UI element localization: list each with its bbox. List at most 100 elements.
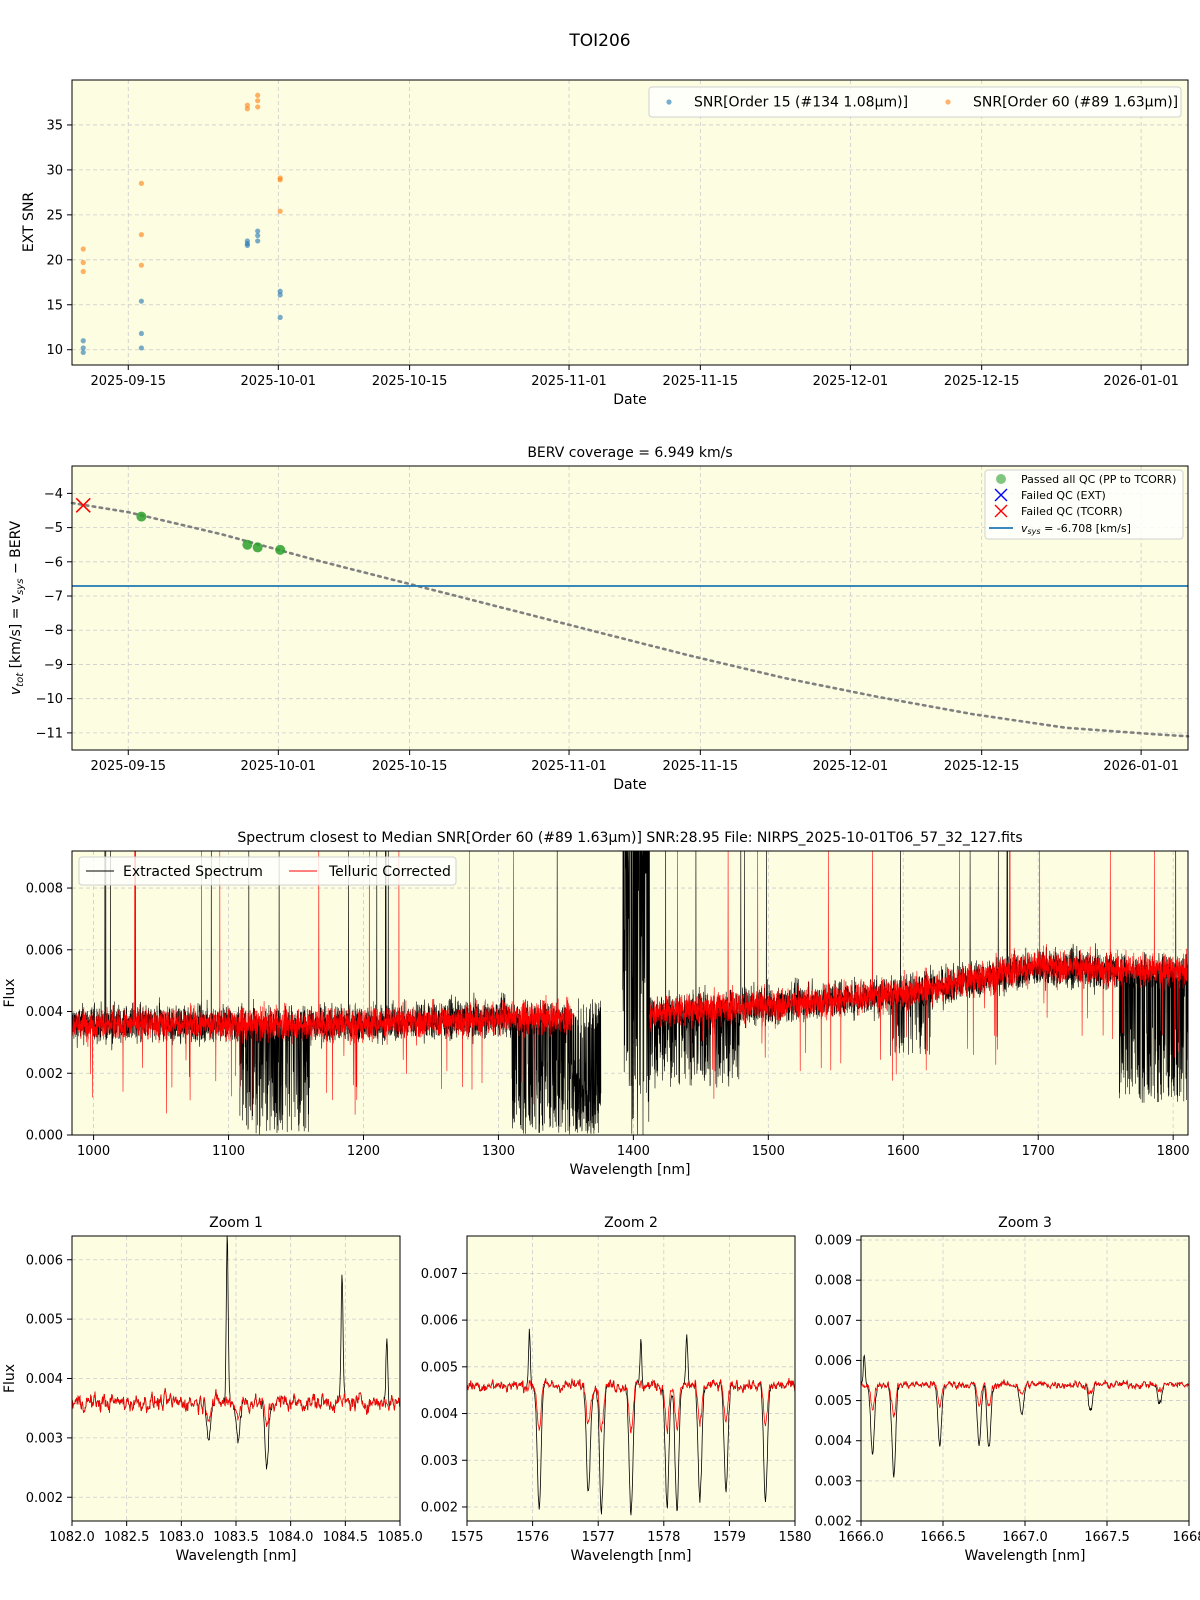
snr-legend: SNR[Order 15 (#134 1.08μm)] SNR[Order 60 … [648, 86, 1182, 118]
zoom2-xtick-label: 1575 [450, 1530, 483, 1545]
snr-xtick-label: 2026-01-01 [1103, 374, 1179, 389]
snr-point [80, 349, 86, 356]
snr-point [255, 238, 261, 244]
spectrum-xtick-label: 1800 [1157, 1144, 1190, 1159]
spectrum-xlabel: Wavelength [nm] [570, 1162, 691, 1178]
snr-point [255, 232, 261, 239]
zoom3-ytick-label: 0.004 [815, 1434, 852, 1449]
snr-point [244, 102, 250, 108]
zoom3-xlabel: Wavelength [nm] [965, 1548, 1086, 1564]
berv-ytick-label: −4 [44, 487, 63, 502]
zoom3-ytick-label: 0.005 [815, 1394, 852, 1409]
zoom1-lines [72, 1236, 400, 1470]
snr-point [80, 246, 86, 252]
berv-xtick-label: 2025-10-15 [372, 759, 448, 774]
snr-point [255, 98, 261, 104]
snr-ytick-label: 20 [46, 253, 63, 268]
zoom2-ytick-label: 0.007 [421, 1267, 458, 1282]
zoom1-ytick-label: 0.003 [26, 1431, 63, 1446]
snr-point [138, 262, 144, 268]
legend-vsys-part: = -6.708 [km/s] [1041, 522, 1131, 535]
zoom3-ytick-label: 0.006 [815, 1354, 852, 1369]
spectrum-ytick-label: 0.000 [26, 1129, 63, 1144]
snr-legend-label: SNR[Order 15 (#134 1.08μm)] [694, 95, 908, 111]
zoom3-tcorr-line [861, 1379, 1189, 1418]
berv-ytick-label: −9 [44, 658, 63, 673]
zoom3-xtick-label: 1667.5 [1084, 1530, 1130, 1545]
zoom1-ylabel: Flux [2, 1364, 18, 1393]
snr-frame [71, 79, 1189, 366]
failed-tcorr-point [75, 497, 91, 513]
spectrum-title: Spectrum closest to Median SNR[Order 60 … [237, 830, 1022, 846]
zoom3-xtick-label: 1666.0 [838, 1530, 884, 1545]
zoom2-plot-area [467, 1236, 795, 1521]
zoom3-lines [861, 1354, 1189, 1478]
legend-vsys-part: sys [1028, 527, 1041, 536]
zoom3-ytick-label: 0.002 [815, 1515, 852, 1530]
legend-failed-tcorr-marker [994, 504, 1008, 518]
zoom1-ytick-label: 0.004 [26, 1372, 63, 1387]
zoom3-ytick-label: 0.009 [815, 1234, 852, 1249]
berv-legend-box [984, 469, 1184, 540]
zoom2-ytick-label: 0.004 [421, 1407, 458, 1422]
zoom3-ytick-label: 0.003 [815, 1474, 852, 1489]
zoom1-ytick-label: 0.005 [26, 1313, 63, 1328]
snr-legend-marker [666, 99, 672, 105]
zoom2-ytick-label: 0.005 [421, 1360, 458, 1375]
zoom2-xlabel: Wavelength [nm] [571, 1548, 692, 1564]
berv-ytick-label: −6 [44, 555, 63, 570]
zoom1-ytick-label: 0.002 [26, 1491, 63, 1506]
snr-point [80, 259, 86, 266]
legend-passed-marker [996, 474, 1006, 484]
spectrum-ylabel: Flux [2, 978, 18, 1007]
zoom2-xtick-label: 1578 [647, 1530, 680, 1545]
zoom1-title: Zoom 1 [209, 1215, 263, 1231]
passed-point [136, 511, 147, 522]
zoom3-ytick-label: 0.007 [815, 1314, 852, 1329]
snr-panel: 2025-09-15 2025-10-01 2025-10-15 2025-11-01… [21, 79, 1189, 408]
spectrum-panel: 1000 1100 1200 1300 1400 1500 1600 1700 1800 0.00… [2, 830, 1190, 1178]
zoom3-xtick-label: 1667.0 [1002, 1530, 1048, 1545]
snr-point [138, 232, 144, 238]
berv-panel: 2025-09-15 2025-10-01 2025-10-15 2025-11-01… [8, 445, 1190, 793]
berv-xtick-label: 2025-11-15 [663, 759, 739, 774]
zoom1-xtick-label: 1084.0 [268, 1530, 314, 1545]
zoom2-ytick-label: 0.003 [421, 1454, 458, 1469]
snr-ytick-label: 35 [46, 118, 63, 133]
zoom2-xtick-label: 1576 [516, 1530, 549, 1545]
zoom1-panel: 1082.0 1082.5 1083.0 1083.5 1084.0 1084.5 1085… [2, 1215, 423, 1564]
zoom2-lines [467, 1328, 795, 1516]
berv-frame [71, 465, 1189, 751]
berv-xtick-label: 2025-12-15 [944, 759, 1020, 774]
spectrum-xtick-label: 1700 [1022, 1144, 1055, 1159]
snr-point [138, 345, 144, 351]
zoom1-xtick-label: 1083.0 [159, 1530, 205, 1545]
berv-ylabel-part: tot [15, 672, 26, 687]
zoom1-xtick-label: 1085.0 [377, 1530, 423, 1545]
telluric-corrected-line [72, 851, 1188, 1115]
spectrum-xtick-label: 1200 [347, 1144, 380, 1159]
spectrum-ytick-label: 0.004 [26, 1005, 63, 1020]
zoom2-xtick-label: 1577 [582, 1530, 615, 1545]
snr-ytick-label: 10 [46, 343, 63, 358]
snr-xtick-label: 2025-09-15 [90, 374, 166, 389]
snr-point [255, 104, 261, 110]
berv-ytick-label: −10 [36, 692, 63, 707]
spectrum-lines [72, 851, 1188, 1135]
snr-point [255, 92, 261, 98]
zoom2-ytick-label: 0.002 [421, 1500, 458, 1515]
berv-ytick-label: −5 [44, 521, 63, 536]
berv-xlabel: Date [613, 777, 646, 793]
spectrum-frame [71, 850, 1189, 1136]
zoom1-ytick-label: 0.006 [26, 1253, 63, 1268]
snr-point [255, 228, 261, 234]
berv-curve [70, 501, 1190, 738]
berv-ylabel-part: sys [15, 578, 26, 594]
zoom2-panel: 1575 1576 1577 1578 1579 1580 0.002 0.003 0.004 0… [421, 1215, 812, 1564]
spectrum-plot-area [72, 851, 1188, 1135]
zoom2-ytick-label: 0.006 [421, 1314, 458, 1329]
snr-xtick-label: 2025-11-01 [531, 374, 607, 389]
legend-vsys-part: v [1021, 522, 1028, 535]
snr-point [80, 345, 86, 351]
snr-point [277, 208, 283, 214]
